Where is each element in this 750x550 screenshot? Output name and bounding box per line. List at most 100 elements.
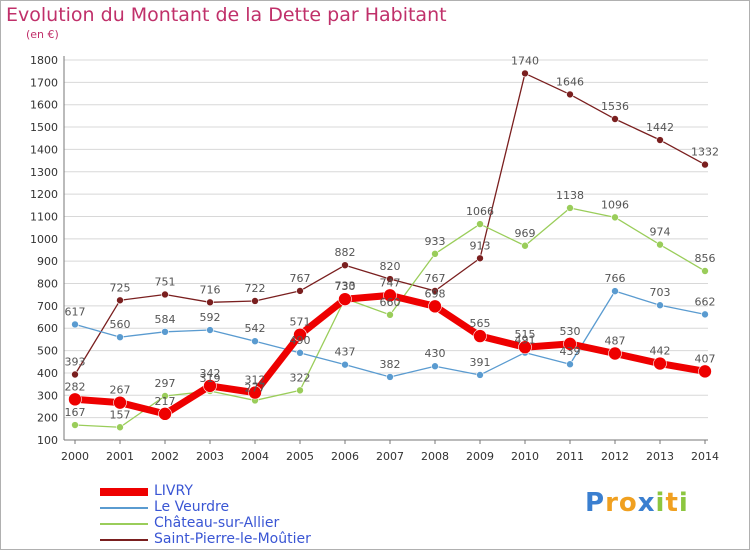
x-tick-label: 2013 — [646, 450, 674, 463]
series-lines — [68, 69, 712, 432]
data-label: 733 — [335, 280, 356, 293]
y-tick-label: 700 — [37, 300, 58, 313]
y-tick-label: 200 — [37, 412, 58, 425]
data-point-chateau-sur-allier — [161, 392, 169, 400]
data-label: 703 — [650, 286, 671, 299]
y-tick-label: 400 — [37, 367, 58, 380]
data-point-saint-pierre-le-moutier — [566, 90, 574, 99]
data-label: 530 — [560, 325, 581, 338]
y-tick-label: 300 — [37, 389, 58, 402]
x-tick-label: 2001 — [106, 450, 134, 463]
data-label: 820 — [380, 260, 401, 273]
data-point-livry — [698, 364, 712, 379]
y-tick-label: 900 — [37, 255, 58, 268]
data-point-livry — [248, 385, 262, 400]
data-label: 725 — [110, 281, 131, 294]
x-tick-label: 2008 — [421, 450, 449, 463]
data-label: 382 — [380, 358, 401, 371]
data-label: 767 — [290, 272, 311, 285]
series-line-saint-pierre-le-moutier — [74, 72, 706, 375]
data-point-le-veurdre — [206, 326, 214, 334]
legend-swatch — [100, 507, 148, 509]
y-tick-label: 800 — [37, 278, 58, 291]
data-point-saint-pierre-le-moutier — [161, 290, 169, 299]
data-label: 490 — [290, 334, 311, 347]
data-point-livry — [293, 327, 307, 342]
logo-letter: t — [665, 488, 679, 518]
data-label: 662 — [695, 295, 716, 308]
y-tick-label: 1500 — [30, 121, 58, 134]
data-point-livry — [608, 346, 622, 361]
data-point-livry — [473, 329, 487, 343]
y-tick-label: 1000 — [30, 233, 58, 246]
legend-label: LIVRY — [154, 483, 193, 499]
line-chart: 100 200 300 400 500 600 700 800 900 1000 1100 1200 1… — [30, 54, 720, 463]
data-label: 974 — [650, 226, 671, 239]
y-tick-label: 1300 — [30, 166, 58, 179]
data-label: 319 — [200, 372, 221, 385]
logo-letter: r — [605, 488, 619, 518]
data-point-chateau-sur-allier — [476, 220, 484, 228]
data-label: 277 — [245, 381, 266, 394]
data-point-saint-pierre-le-moutier — [206, 298, 214, 307]
data-label: 217 — [155, 395, 176, 408]
x-tick-label: 2004 — [241, 450, 269, 463]
data-point-chateau-sur-allier — [296, 386, 304, 395]
y-tick-label: 1200 — [30, 188, 58, 201]
data-label: 1138 — [556, 189, 584, 202]
data-label: 766 — [605, 272, 626, 285]
legend-swatch — [100, 539, 148, 541]
data-label: 342 — [200, 367, 221, 380]
logo-letter: P — [585, 488, 606, 518]
data-point-livry — [518, 340, 532, 355]
data-label: 430 — [425, 347, 446, 360]
logo-letter: o — [618, 488, 638, 518]
data-point-le-veurdre — [161, 328, 169, 336]
data-point-le-veurdre — [116, 333, 124, 341]
data-point-chateau-sur-allier — [386, 311, 394, 319]
data-labels: 393 725 751 716 722 767 882 820 767 913 1740 1646 15… — [65, 54, 720, 421]
x-tick-label: 2003 — [196, 450, 224, 463]
data-label: 716 — [200, 283, 221, 296]
data-label: 1066 — [466, 205, 494, 218]
data-label: 393 — [65, 356, 86, 369]
data-label: 1536 — [601, 100, 629, 113]
data-label: 660 — [380, 296, 401, 309]
x-tick-label: 2007 — [376, 450, 404, 463]
data-label: 913 — [470, 239, 491, 252]
data-point-livry — [428, 299, 442, 314]
data-label: 312 — [245, 374, 266, 387]
data-point-saint-pierre-le-moutier — [656, 136, 664, 144]
data-label: 391 — [470, 356, 491, 369]
data-point-saint-pierre-le-moutier — [116, 296, 124, 305]
y-tick-label: 1100 — [30, 210, 58, 223]
data-point-livry — [68, 392, 82, 407]
x-tick-label: 2011 — [556, 450, 584, 463]
data-point-saint-pierre-le-moutier — [386, 275, 394, 283]
data-label: 882 — [335, 246, 356, 259]
data-label: 322 — [290, 371, 311, 384]
y-tick-label: 100 — [37, 434, 58, 447]
data-label: 617 — [65, 305, 86, 318]
legend-swatch — [100, 523, 148, 525]
data-point-livry — [383, 288, 397, 303]
x-tick-label: 2009 — [466, 450, 494, 463]
legend-label: Saint-Pierre-le-Moûtier — [154, 531, 311, 547]
data-point-chateau-sur-allier — [521, 241, 529, 250]
data-label: 730 — [335, 280, 356, 293]
data-point-le-veurdre — [341, 360, 349, 369]
data-label: 933 — [425, 235, 446, 248]
data-label: 542 — [245, 322, 266, 335]
chart-unit: (en €) — [26, 28, 59, 41]
data-point-le-veurdre — [386, 373, 394, 381]
data-point-le-veurdre — [431, 362, 439, 371]
data-label: 1740 — [511, 54, 539, 67]
x-tick-label: 2012 — [601, 450, 629, 463]
data-point-saint-pierre-le-moutier — [611, 115, 619, 123]
data-label: 722 — [245, 282, 266, 295]
data-point-saint-pierre-le-moutier — [476, 254, 484, 263]
data-point-chateau-sur-allier — [116, 423, 124, 432]
data-point-chateau-sur-allier — [566, 204, 574, 212]
data-label: 437 — [335, 346, 356, 359]
data-label: 267 — [110, 384, 131, 397]
